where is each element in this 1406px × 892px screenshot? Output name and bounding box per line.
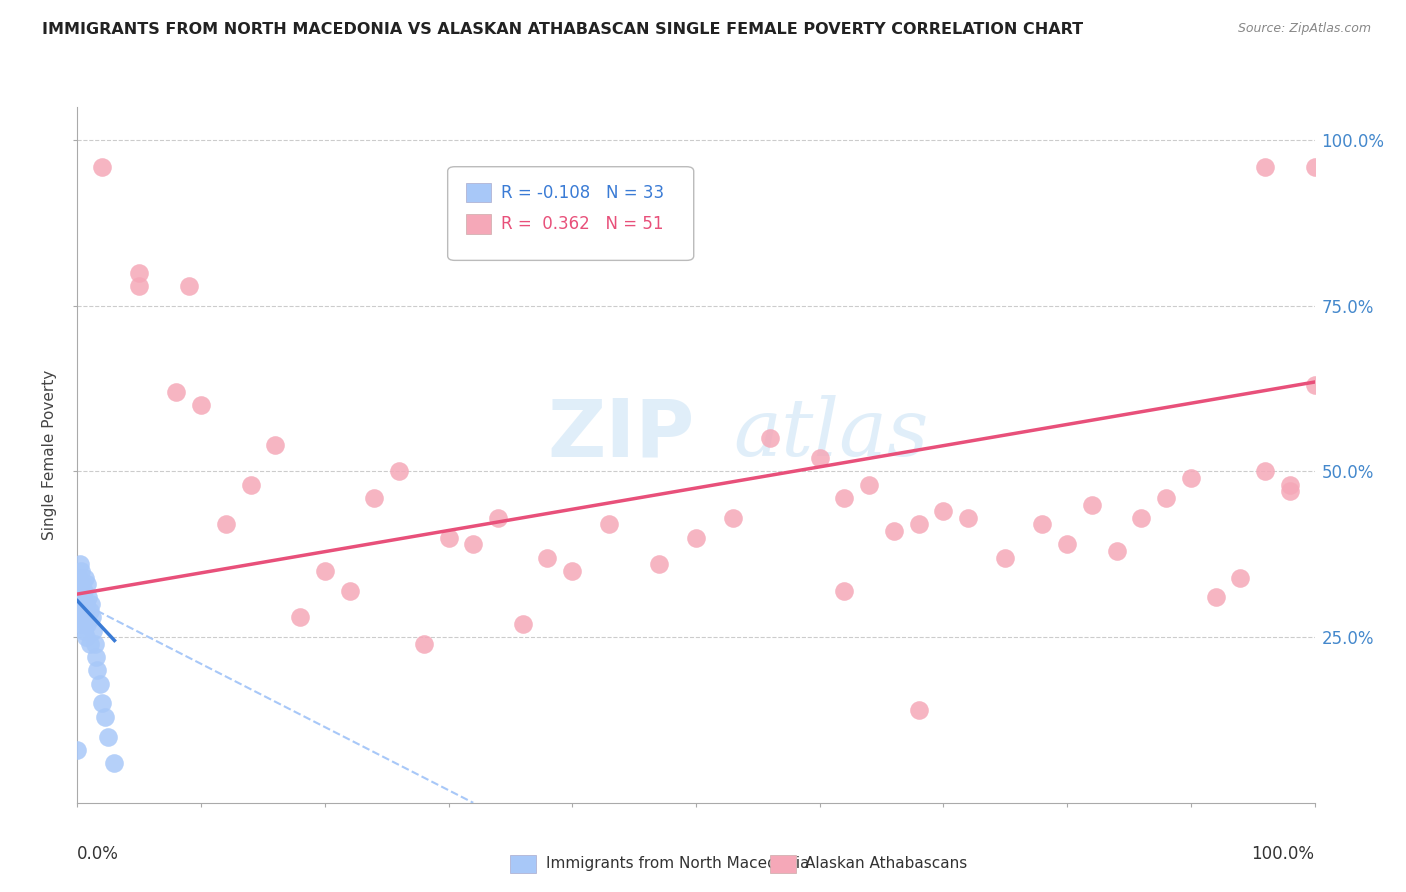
Point bbox=[1154, 491, 1177, 505]
Point bbox=[808, 451, 831, 466]
Point bbox=[288, 610, 311, 624]
Point bbox=[1254, 160, 1277, 174]
Point bbox=[932, 504, 955, 518]
Point bbox=[1180, 471, 1202, 485]
Point bbox=[1081, 498, 1104, 512]
Point bbox=[76, 616, 98, 631]
Point bbox=[759, 431, 782, 445]
Text: atlas: atlas bbox=[733, 395, 928, 473]
Point bbox=[1303, 160, 1326, 174]
Point bbox=[412, 637, 434, 651]
Point bbox=[67, 570, 90, 584]
Point bbox=[437, 531, 460, 545]
Point bbox=[83, 637, 105, 651]
Point bbox=[648, 558, 671, 572]
Point bbox=[858, 477, 880, 491]
Point bbox=[994, 550, 1017, 565]
Point bbox=[77, 591, 100, 605]
Text: ZIP: ZIP bbox=[547, 395, 695, 473]
Point bbox=[66, 743, 89, 757]
Point bbox=[89, 676, 111, 690]
Point bbox=[1205, 591, 1227, 605]
Point bbox=[73, 570, 96, 584]
Point bbox=[721, 511, 744, 525]
Point bbox=[957, 511, 980, 525]
Text: IMMIGRANTS FROM NORTH MACEDONIA VS ALASKAN ATHABASCAN SINGLE FEMALE POVERTY CORR: IMMIGRANTS FROM NORTH MACEDONIA VS ALASK… bbox=[42, 22, 1083, 37]
Point bbox=[75, 630, 97, 644]
Text: Immigrants from North Macedonia: Immigrants from North Macedonia bbox=[546, 856, 808, 871]
Point bbox=[72, 604, 94, 618]
Point bbox=[1278, 484, 1301, 499]
Point bbox=[75, 597, 97, 611]
Point bbox=[70, 616, 93, 631]
Point bbox=[1229, 570, 1251, 584]
Point bbox=[314, 564, 336, 578]
Point bbox=[1031, 517, 1053, 532]
Point bbox=[1254, 465, 1277, 479]
Point bbox=[91, 697, 114, 711]
Text: 100.0%: 100.0% bbox=[1251, 845, 1315, 863]
Point bbox=[70, 591, 93, 605]
Point bbox=[215, 517, 238, 532]
Point bbox=[463, 537, 485, 551]
Text: R =  0.362   N = 51: R = 0.362 N = 51 bbox=[501, 215, 664, 233]
Point bbox=[128, 266, 150, 280]
Text: Source: ZipAtlas.com: Source: ZipAtlas.com bbox=[1237, 22, 1371, 36]
Point bbox=[561, 564, 583, 578]
Point bbox=[1130, 511, 1153, 525]
Point bbox=[72, 583, 94, 598]
Point bbox=[165, 384, 187, 399]
Point bbox=[79, 637, 101, 651]
Point bbox=[598, 517, 620, 532]
Point bbox=[907, 703, 929, 717]
Point bbox=[82, 610, 104, 624]
Point bbox=[536, 550, 558, 565]
Point bbox=[69, 610, 91, 624]
Point bbox=[512, 616, 534, 631]
Point bbox=[86, 663, 108, 677]
Text: R = -0.108   N = 33: R = -0.108 N = 33 bbox=[501, 184, 664, 202]
Point bbox=[834, 583, 856, 598]
Point bbox=[76, 577, 98, 591]
Point bbox=[84, 650, 107, 665]
Point bbox=[486, 511, 509, 525]
Point bbox=[73, 610, 96, 624]
Point bbox=[339, 583, 361, 598]
Point bbox=[1278, 477, 1301, 491]
Point bbox=[80, 597, 103, 611]
Point bbox=[388, 465, 411, 479]
Text: 0.0%: 0.0% bbox=[77, 845, 120, 863]
Point bbox=[72, 577, 94, 591]
Point bbox=[79, 604, 101, 618]
Point bbox=[264, 438, 287, 452]
Point bbox=[685, 531, 707, 545]
Point bbox=[70, 564, 93, 578]
Point bbox=[72, 624, 94, 638]
Point bbox=[1105, 544, 1128, 558]
Point bbox=[69, 583, 91, 598]
Point bbox=[239, 477, 262, 491]
Point bbox=[834, 491, 856, 505]
Point bbox=[128, 279, 150, 293]
Point bbox=[67, 597, 90, 611]
Y-axis label: Single Female Poverty: Single Female Poverty bbox=[42, 370, 58, 540]
Point bbox=[1303, 378, 1326, 392]
Point bbox=[91, 160, 114, 174]
Point bbox=[82, 624, 104, 638]
Point bbox=[103, 756, 125, 770]
Point bbox=[69, 558, 91, 572]
Point bbox=[177, 279, 200, 293]
Point bbox=[93, 709, 115, 723]
Point bbox=[97, 730, 120, 744]
Point bbox=[190, 398, 212, 412]
Point bbox=[363, 491, 385, 505]
Point bbox=[907, 517, 929, 532]
Point bbox=[883, 524, 905, 538]
Text: Alaskan Athabascans: Alaskan Athabascans bbox=[806, 856, 967, 871]
Point bbox=[1056, 537, 1078, 551]
